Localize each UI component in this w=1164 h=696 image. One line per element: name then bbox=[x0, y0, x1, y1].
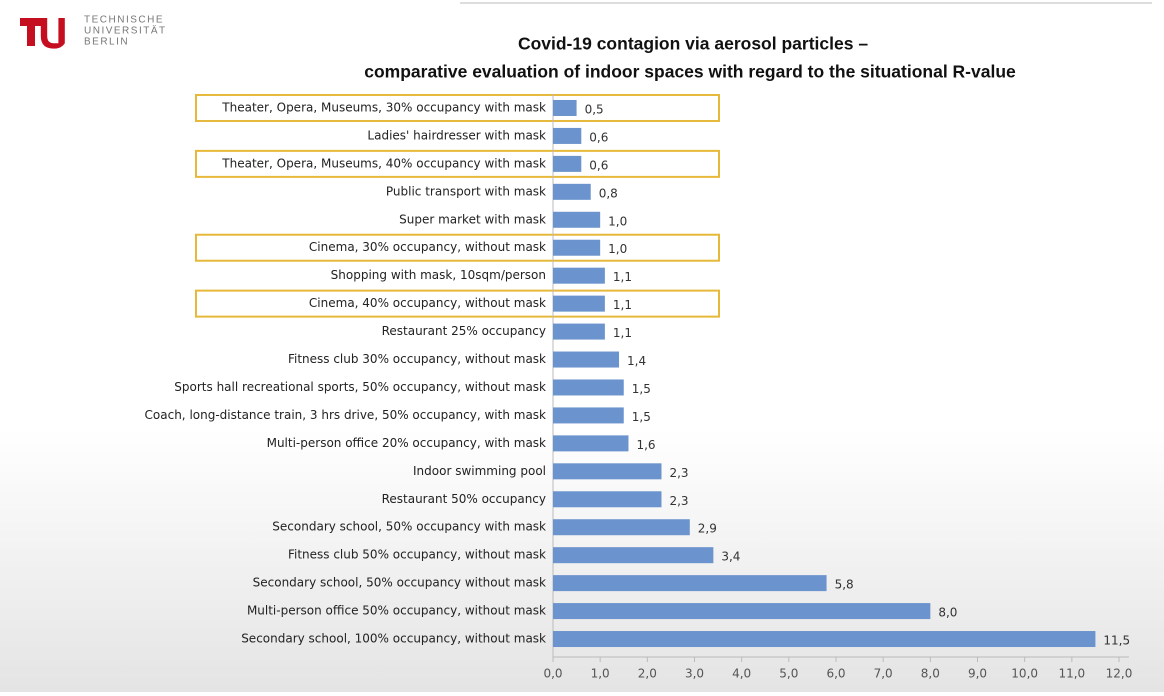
x-tick-label: 12,0 bbox=[1106, 667, 1133, 681]
bar bbox=[553, 575, 827, 592]
bar bbox=[553, 99, 577, 116]
category-label: Indoor swimming pool bbox=[413, 464, 546, 478]
bar bbox=[553, 547, 714, 564]
category-label: Fitness club 50% occupancy, without mask bbox=[288, 548, 546, 562]
category-label: Multi-person office 50% occupancy, witho… bbox=[247, 604, 546, 618]
bar bbox=[553, 323, 605, 340]
x-tick-label: 10,0 bbox=[1011, 667, 1038, 681]
value-label: 11,5 bbox=[1103, 634, 1130, 648]
x-tick-label: 1,0 bbox=[591, 667, 610, 681]
bar bbox=[553, 435, 629, 452]
value-label: 8,0 bbox=[938, 606, 957, 620]
x-tick-label: 7,0 bbox=[874, 667, 893, 681]
value-label: 2,3 bbox=[669, 466, 688, 480]
value-label: 1,5 bbox=[632, 410, 651, 424]
value-label: 0,6 bbox=[589, 130, 608, 144]
value-label: 1,1 bbox=[613, 326, 632, 340]
category-label: Coach, long-distance train, 3 hrs drive,… bbox=[145, 408, 547, 422]
logo-text: BERLIN bbox=[84, 37, 129, 48]
bar bbox=[553, 603, 931, 620]
value-label: 0,8 bbox=[599, 186, 618, 200]
bar bbox=[553, 407, 624, 424]
category-label: Cinema, 40% occupancy, without mask bbox=[309, 296, 546, 310]
x-tick-label: 2,0 bbox=[638, 667, 657, 681]
value-label: 1,0 bbox=[608, 242, 627, 256]
category-label: Secondary school, 50% occupancy with mas… bbox=[272, 520, 546, 534]
highlight-box bbox=[195, 149, 720, 178]
value-label: 1,4 bbox=[627, 354, 646, 368]
highlight-box bbox=[195, 233, 720, 262]
category-label: Ladies' hairdresser with mask bbox=[367, 128, 546, 142]
logo-text: TECHNISCHE bbox=[84, 15, 164, 26]
value-label: 1,1 bbox=[613, 270, 632, 284]
category-label: Shopping with mask, 10sqm/person bbox=[331, 268, 546, 282]
chart-title: Covid-19 contagion via aerosol particles… bbox=[518, 34, 868, 54]
category-label: Theater, Opera, Museums, 30% occupancy w… bbox=[221, 100, 546, 114]
value-label: 1,5 bbox=[632, 382, 651, 396]
highlight-box bbox=[195, 289, 720, 318]
logo: TECHNISCHE UNIVERSITÄT BERLIN bbox=[20, 15, 167, 49]
x-tick-label: 9,0 bbox=[968, 667, 987, 681]
bar bbox=[553, 211, 601, 228]
x-tick-label: 4,0 bbox=[732, 667, 751, 681]
bar bbox=[553, 351, 620, 368]
x-tick-label: 3,0 bbox=[685, 667, 704, 681]
bar bbox=[553, 239, 601, 256]
x-tick-label: 8,0 bbox=[921, 667, 940, 681]
chart-title: comparative evaluation of indoor spaces … bbox=[364, 62, 1016, 82]
category-label: Sports hall recreational sports, 50% occ… bbox=[174, 380, 546, 394]
x-tick-label: 0,0 bbox=[543, 667, 562, 681]
category-label: Restaurant 50% occupancy bbox=[382, 492, 546, 506]
bar bbox=[553, 267, 605, 284]
bar bbox=[553, 379, 624, 396]
bar bbox=[553, 183, 591, 200]
bar bbox=[553, 631, 1096, 648]
category-label: Cinema, 30% occupancy, without mask bbox=[309, 240, 546, 254]
x-tick-label: 6,0 bbox=[826, 667, 845, 681]
value-label: 1,1 bbox=[613, 298, 632, 312]
value-label: 5,8 bbox=[835, 578, 854, 592]
category-label: Public transport with mask bbox=[386, 184, 546, 198]
value-label: 2,3 bbox=[669, 494, 688, 508]
category-label: Fitness club 30% occupancy, without mask bbox=[288, 352, 546, 366]
value-label: 1,6 bbox=[636, 438, 655, 452]
highlight-box bbox=[195, 93, 720, 122]
value-label: 3,4 bbox=[721, 550, 740, 564]
bar bbox=[553, 519, 690, 536]
x-tick-label: 5,0 bbox=[779, 667, 798, 681]
category-label: Multi-person office 20% occupancy, with … bbox=[267, 436, 546, 450]
value-label: 0,5 bbox=[585, 102, 604, 116]
bar bbox=[553, 155, 582, 172]
category-label: Super market with mask bbox=[399, 212, 546, 226]
value-label: 1,0 bbox=[608, 214, 627, 228]
bar bbox=[553, 127, 582, 144]
bar bbox=[553, 491, 662, 508]
category-label: Secondary school, 100% occupancy, withou… bbox=[241, 632, 546, 646]
category-label: Theater, Opera, Museums, 40% occupancy w… bbox=[221, 156, 546, 170]
logo-text: UNIVERSITÄT bbox=[84, 25, 167, 37]
value-label: 0,6 bbox=[589, 158, 608, 172]
category-label: Restaurant 25% occupancy bbox=[382, 324, 546, 338]
category-label: Secondary school, 50% occupancy without … bbox=[253, 576, 546, 590]
value-label: 2,9 bbox=[698, 522, 717, 536]
bar bbox=[553, 463, 662, 480]
logo-mark bbox=[20, 18, 42, 46]
logo-mark bbox=[40, 18, 65, 49]
x-tick-label: 11,0 bbox=[1058, 667, 1085, 681]
bar bbox=[553, 295, 605, 312]
